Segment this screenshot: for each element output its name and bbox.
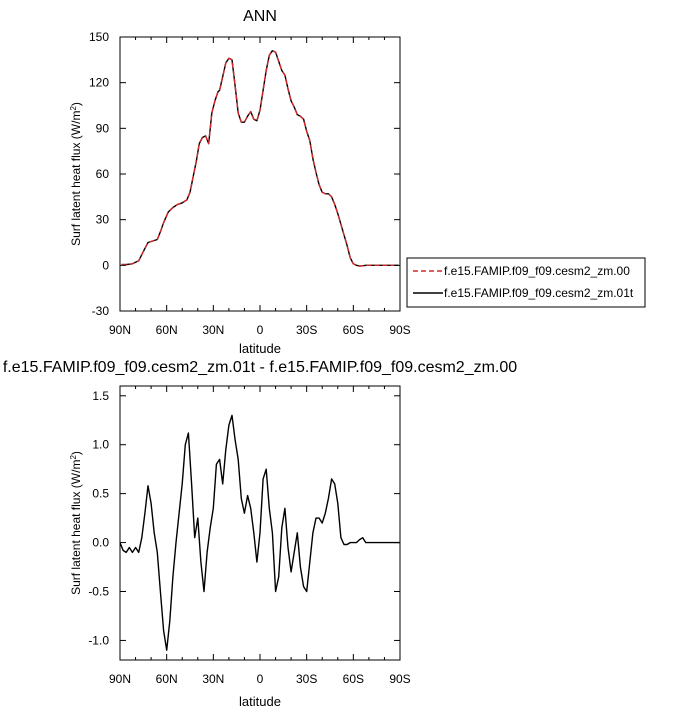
- bottom-y-tick-label: -0.5: [88, 585, 109, 599]
- top-chart-legend: f.e15.FAMIP.f09_f09.cesm2_zm.00 f.e15.FA…: [406, 257, 646, 308]
- top-chart-x-ticks: 90N 60N 30N 0 30S 60S 90S: [109, 37, 411, 337]
- top-x-tick-label: 30S: [296, 323, 317, 337]
- bottom-y-tick-label: 1.0: [92, 438, 109, 452]
- top-x-tick-label: 30N: [202, 323, 224, 337]
- bottom-x-tick-label: 90N: [109, 672, 131, 686]
- top-x-tick-label: 60N: [156, 323, 178, 337]
- top-y-tick-label: 120: [89, 76, 109, 90]
- bottom-y-tick-label: 0.5: [92, 487, 109, 501]
- bottom-chart-title: f.e15.FAMIP.f09_f09.cesm2_zm.01t - f.e15…: [3, 359, 517, 376]
- bottom-chart-x-ticks: 90N 60N 30N 0 30S 60S 90S: [109, 386, 411, 686]
- top-y-tick-label: 150: [89, 30, 109, 44]
- legend-label-00: f.e15.FAMIP.f09_f09.cesm2_zm.00: [444, 264, 630, 278]
- bottom-series-line-0: [119, 414, 400, 651]
- top-y-tick-label: 0: [102, 258, 109, 272]
- top-chart-x-axis-label: latitude: [239, 341, 281, 356]
- top-chart-series-layer: [121, 50, 399, 267]
- bottom-chart-series-layer: [119, 414, 400, 651]
- top-y-tick-label: 30: [96, 213, 110, 227]
- bottom-x-tick-label: 30N: [202, 672, 224, 686]
- top-chart-y-axis-label: Surf latent heat flux (W/m2): [69, 102, 84, 246]
- top-chart-panel: ANN 90N 60N 30N 0 30S 60S 90S -30 0 30 60 90 120 150…: [69, 8, 411, 356]
- bottom-x-tick-label: 60S: [343, 672, 364, 686]
- bottom-x-tick-label: 30S: [296, 672, 317, 686]
- top-chart-y-ticks: -30 0 30 60 90 120 150: [89, 30, 400, 318]
- bottom-y-tick-label: -1.0: [88, 633, 109, 647]
- top-x-tick-label: 0: [257, 323, 264, 337]
- bottom-y-tick-label: 0.0: [92, 536, 109, 550]
- bottom-x-tick-label: 90S: [389, 672, 410, 686]
- top-chart-title: ANN: [243, 8, 277, 25]
- top-x-tick-label: 90S: [389, 323, 410, 337]
- legend-label-01t: f.e15.FAMIP.f09_f09.cesm2_zm.01t: [444, 286, 634, 300]
- top-chart-frame: [119, 36, 401, 312]
- top-x-tick-label: 60S: [343, 323, 364, 337]
- bottom-chart-y-ticks: -1.0 -0.5 0.0 0.5 1.0 1.5: [88, 389, 400, 647]
- bottom-chart-panel: f.e15.FAMIP.f09_f09.cesm2_zm.01t - f.e15…: [3, 359, 517, 709]
- bottom-y-tick-label: 1.5: [92, 389, 109, 403]
- top-series-line-0: [121, 50, 399, 267]
- bottom-x-tick-label: 0: [257, 672, 264, 686]
- legend-box: [406, 257, 646, 308]
- top-y-tick-label: 60: [96, 167, 110, 181]
- bottom-chart-x-axis-label: latitude: [239, 694, 281, 709]
- bottom-x-tick-label: 60N: [156, 672, 178, 686]
- top-series-line-1: [121, 50, 399, 267]
- bottom-chart-y-axis-label: Surf latent heat flux (W/m2): [69, 451, 84, 595]
- top-y-tick-label: 90: [96, 121, 110, 135]
- top-y-tick-label: -30: [92, 304, 110, 318]
- top-x-tick-label: 90N: [109, 323, 131, 337]
